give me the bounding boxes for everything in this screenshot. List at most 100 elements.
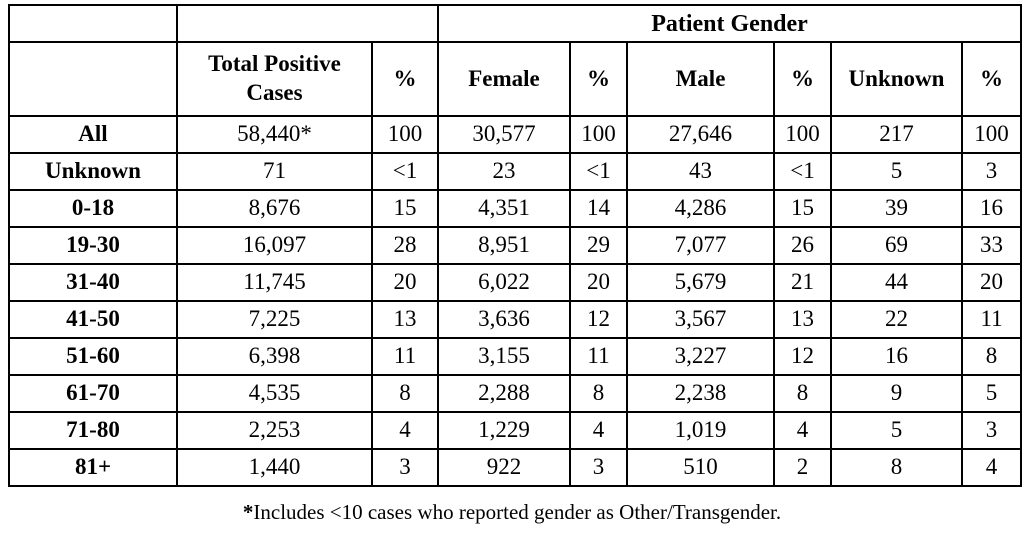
data-cell: 71 [176,152,373,191]
data-cell: 100 [569,115,628,154]
data-cell: 100 [371,115,439,154]
data-cell: 12 [773,337,832,376]
data-cell: 15 [773,189,832,228]
data-cell: 5 [830,152,963,191]
table-row: 51-60 6,398 11 3,155 11 3,227 12 16 8 [8,337,1023,376]
data-cell: 11 [960,300,1023,339]
data-cell: 33 [960,226,1023,265]
data-cell: 30,577 [437,115,571,154]
data-cell: 100 [773,115,832,154]
data-cell: 5 [830,411,963,450]
col-header-unknown-pct: % [960,41,1023,117]
data-cell: 27,646 [626,115,775,154]
data-cell: 5,679 [626,263,775,302]
data-cell: 20 [569,263,628,302]
data-cell: 3 [569,448,628,487]
data-cell: 16,097 [176,226,373,265]
data-cell: 8 [569,374,628,413]
patient-gender-table: Patient Gender Total Positive Cases % Fe… [8,4,1023,487]
row-label: All [8,115,178,154]
data-cell: 11 [371,337,439,376]
data-cell: 922 [437,448,571,487]
data-cell: 8,951 [437,226,571,265]
data-cell: 11 [569,337,628,376]
data-cell: 3 [960,152,1023,191]
col-header-male: Male [626,41,775,117]
data-cell: 16 [960,189,1023,228]
row-label: 71-80 [8,411,178,450]
col-header-male-pct: % [773,41,832,117]
data-cell: 5 [960,374,1023,413]
data-cell: 22 [830,300,963,339]
patient-gender-group-header: Patient Gender [436,4,1023,43]
data-cell: 4 [569,411,628,450]
data-cell: 4,351 [437,189,571,228]
data-cell: 4 [773,411,832,450]
table-row: All 58,440* 100 30,577 100 27,646 100 217 100 [8,115,1023,154]
table-row: Unknown 71 <1 23 <1 43 <1 5 3 [8,152,1023,191]
table-row: 71-80 2,253 4 1,229 4 1,019 4 5 3 [8,411,1023,450]
data-cell: 2,238 [626,374,775,413]
data-cell: 4 [960,448,1023,487]
row-label: 19-30 [8,226,178,265]
table-row: 61-70 4,535 8 2,288 8 2,238 8 9 5 [8,374,1023,413]
data-cell: 20 [960,263,1023,302]
row-label: 51-60 [8,337,178,376]
data-cell: 3 [960,411,1023,450]
group-header-row: Patient Gender [8,4,1023,43]
data-cell: 11,745 [176,263,373,302]
data-cell: 13 [773,300,832,339]
data-cell: 2,253 [176,411,373,450]
data-cell: 8 [371,374,439,413]
row-label: 61-70 [8,374,178,413]
row-label: 31-40 [8,263,178,302]
row-label: 0-18 [8,189,178,228]
row-label: 81+ [8,448,178,487]
row-label-header-empty-cell [8,41,178,117]
data-cell: 8 [960,337,1023,376]
data-cell: 21 [773,263,832,302]
data-cell: 29 [569,226,628,265]
data-cell: 217 [830,115,963,154]
data-cell: 14 [569,189,628,228]
data-cell: 12 [569,300,628,339]
data-cell: 8 [830,448,963,487]
data-cell: <1 [773,152,832,191]
data-cell: 3,636 [437,300,571,339]
footnote-marker: * [242,500,254,524]
data-cell: <1 [371,152,439,191]
data-cell: 2 [773,448,832,487]
data-cell: 510 [626,448,775,487]
row-label: 41-50 [8,300,178,339]
data-cell: 6,398 [176,337,373,376]
footnote: *Includes <10 cases who reported gender … [8,500,1016,525]
data-cell: 6,022 [437,263,571,302]
col-header-total-positive-cases: Total Positive Cases [176,41,373,117]
column-header-row: Total Positive Cases % Female % Male % U… [8,41,1023,117]
data-cell: 1,229 [437,411,571,450]
data-cell: 28 [371,226,439,265]
corner-empty-cell [8,4,178,43]
data-cell: 58,440* [176,115,373,154]
data-cell: 4 [371,411,439,450]
table-row: 19-30 16,097 28 8,951 29 7,077 26 69 33 [8,226,1023,265]
data-cell: 8 [773,374,832,413]
footnote-text: Includes <10 cases who reported gender a… [253,500,782,524]
table-row: 81+ 1,440 3 922 3 510 2 8 4 [8,448,1023,487]
data-cell: 8,676 [176,189,373,228]
totals-group-empty-cell [176,4,439,43]
data-cell: 23 [437,152,571,191]
data-cell: 16 [830,337,963,376]
data-cell: 44 [830,263,963,302]
data-cell: 43 [626,152,775,191]
data-cell: 1,440 [176,448,373,487]
col-header-total-pct: % [371,41,439,117]
data-cell: <1 [569,152,628,191]
data-cell: 9 [830,374,963,413]
data-cell: 15 [371,189,439,228]
data-cell: 2,288 [437,374,571,413]
data-cell: 7,077 [626,226,775,265]
data-cell: 4,535 [176,374,373,413]
data-cell: 26 [773,226,832,265]
data-cell: 3,567 [626,300,775,339]
